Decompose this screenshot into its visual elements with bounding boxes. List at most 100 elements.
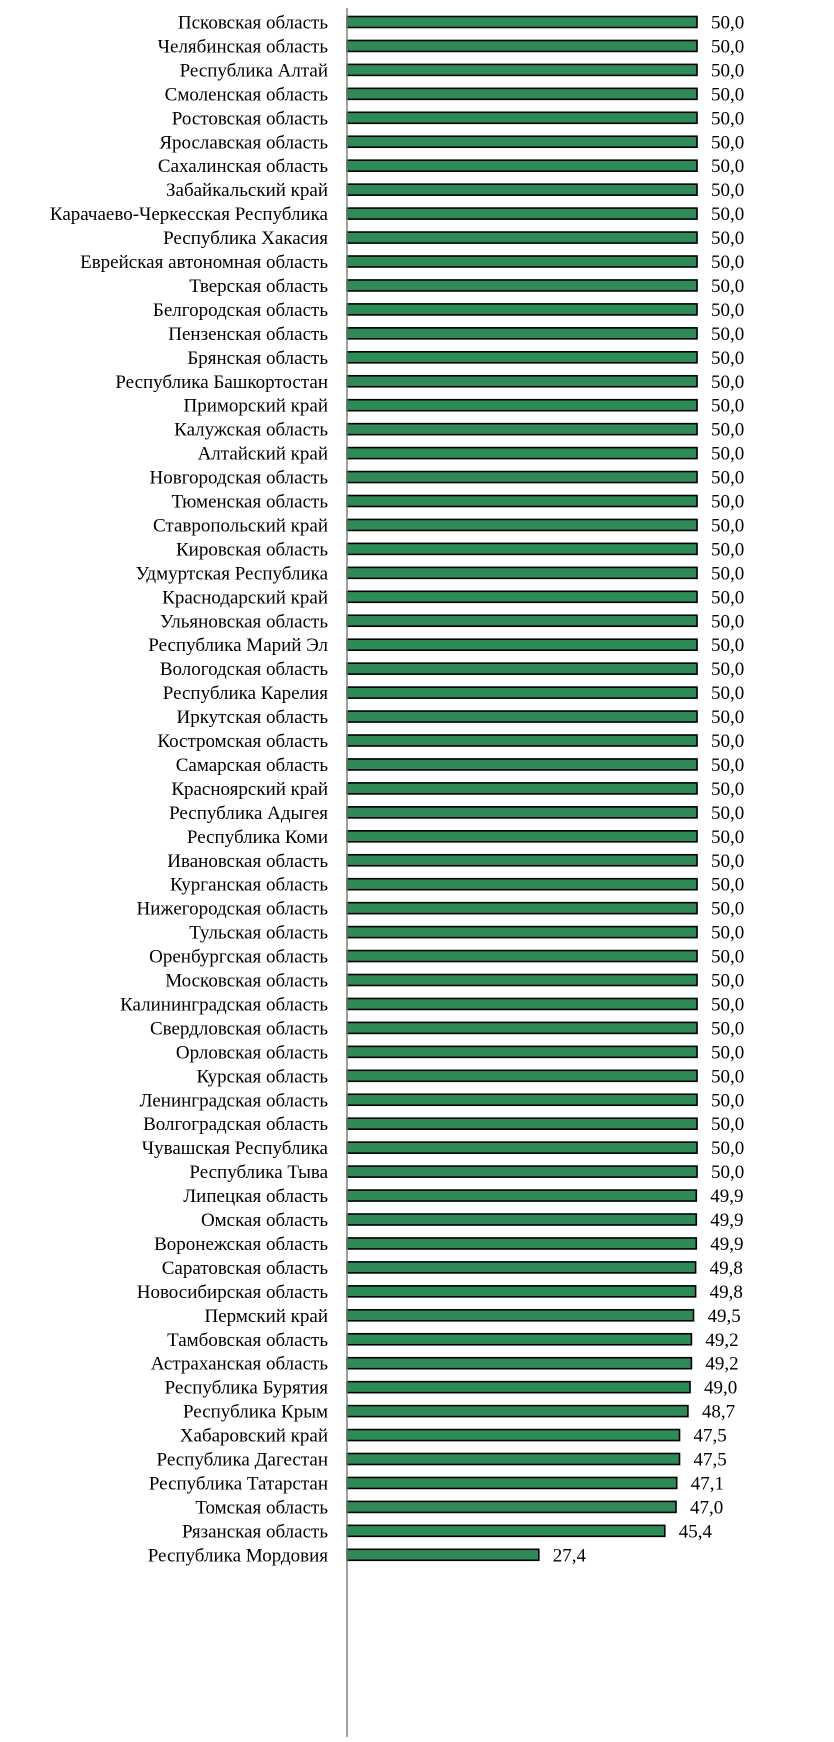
category-label: Вологодская область <box>160 659 328 680</box>
category-label: Республика Татарстан <box>149 1473 328 1494</box>
category-label: Удмуртская Республика <box>136 563 329 584</box>
value-label: 50,0 <box>711 492 744 513</box>
bar <box>346 1452 681 1466</box>
bar <box>346 806 698 819</box>
category-label: Челябинская область <box>158 36 329 57</box>
value-label: 47,5 <box>694 1450 727 1471</box>
value-label: 49,9 <box>710 1186 743 1207</box>
value-label: 50,0 <box>711 827 744 848</box>
bar <box>346 470 698 484</box>
category-label: Республика Бурятия <box>165 1378 329 1399</box>
value-label: 50,0 <box>711 84 744 105</box>
value-label: 47,5 <box>694 1426 727 1447</box>
bar <box>346 15 698 29</box>
value-label: 50,0 <box>711 300 744 321</box>
category-label: Тульская область <box>189 923 328 944</box>
bar <box>346 1213 698 1226</box>
value-label: 50,0 <box>711 396 744 417</box>
category-label: Республика Коми <box>187 827 328 848</box>
bar <box>346 614 698 628</box>
bar <box>346 1021 698 1035</box>
category-label: Белгородская область <box>153 300 328 321</box>
value-label: 50,0 <box>711 611 744 632</box>
bar <box>346 350 698 364</box>
value-label: 50,0 <box>711 348 744 369</box>
bar <box>346 255 698 268</box>
bar <box>346 1428 681 1442</box>
value-label: 50,0 <box>711 947 744 968</box>
category-label: Ленинградская область <box>140 1090 329 1111</box>
category-label: Забайкальский край <box>166 180 328 201</box>
category-label: Самарская область <box>176 755 329 776</box>
bar <box>346 1356 693 1370</box>
bar <box>346 590 698 604</box>
category-label: Карачаево-Черкесская Республика <box>50 204 329 225</box>
value-label: 47,0 <box>690 1497 723 1518</box>
category-label: Пензенская область <box>168 324 328 345</box>
category-label: Чувашская Республика <box>142 1138 329 1159</box>
value-label: 49,2 <box>705 1330 738 1351</box>
bar <box>346 925 698 939</box>
category-label: Томская область <box>195 1497 328 1518</box>
value-label: 50,0 <box>711 156 744 177</box>
value-label: 47,1 <box>691 1473 724 1494</box>
category-label: Республика Марий Эл <box>148 635 328 656</box>
value-label: 50,0 <box>711 803 744 824</box>
category-label: Новгородская область <box>150 468 329 489</box>
value-label: 50,0 <box>711 1090 744 1111</box>
value-label: 50,0 <box>711 324 744 345</box>
value-label: 50,0 <box>711 468 744 489</box>
value-label: 50,0 <box>711 420 744 441</box>
bar <box>346 1189 698 1202</box>
value-label: 50,0 <box>711 1138 744 1159</box>
category-label: Республика Хакасия <box>163 228 328 249</box>
value-label: 45,4 <box>679 1521 713 1542</box>
value-label: 50,0 <box>711 444 744 465</box>
value-label: 49,5 <box>708 1306 741 1327</box>
value-label: 48,7 <box>702 1402 735 1423</box>
value-label: 49,9 <box>710 1234 743 1255</box>
value-label: 50,0 <box>711 994 744 1015</box>
category-label: Сахалинская область <box>158 156 328 177</box>
bar <box>346 901 698 915</box>
bar <box>346 662 698 675</box>
bar <box>346 1476 678 1490</box>
bar <box>346 686 698 699</box>
value-label: 50,0 <box>711 635 744 656</box>
value-labels-layer: 50,0 50,0 50,0 50,0 50,0 50,0 50,0 50,0 50,0 50,0… <box>553 13 744 1567</box>
value-label: 50,0 <box>711 180 744 201</box>
value-label: 49,9 <box>710 1210 743 1231</box>
bar <box>346 853 698 867</box>
bar <box>346 877 698 891</box>
value-label: 50,0 <box>711 707 744 728</box>
bar <box>346 829 698 843</box>
bar <box>346 159 698 172</box>
category-label: Рязанская область <box>182 1521 328 1542</box>
value-label: 50,0 <box>711 1114 744 1135</box>
category-label: Республика Дагестан <box>157 1450 328 1471</box>
bars-layer <box>346 15 698 1562</box>
category-label: Саратовская область <box>162 1258 329 1279</box>
category-label: Новосибирская область <box>137 1282 329 1303</box>
bar <box>346 39 698 53</box>
category-label: Курская область <box>196 1066 328 1087</box>
bar <box>346 1500 677 1514</box>
category-label: Алтайский край <box>198 444 328 465</box>
bar <box>346 374 698 388</box>
category-label: Ростовская область <box>172 108 329 129</box>
value-label: 49,8 <box>710 1258 743 1279</box>
value-label: 50,0 <box>711 731 744 752</box>
category-label: Пермский край <box>205 1306 328 1327</box>
category-label: Приморский край <box>184 396 329 417</box>
category-label: Республика Тыва <box>189 1162 328 1183</box>
value-label: 50,0 <box>711 372 744 393</box>
bar <box>346 1380 691 1394</box>
bar <box>346 87 698 101</box>
bar <box>346 997 698 1011</box>
value-label: 50,0 <box>711 779 744 800</box>
value-label: 50,0 <box>711 108 744 129</box>
bar <box>346 111 698 125</box>
